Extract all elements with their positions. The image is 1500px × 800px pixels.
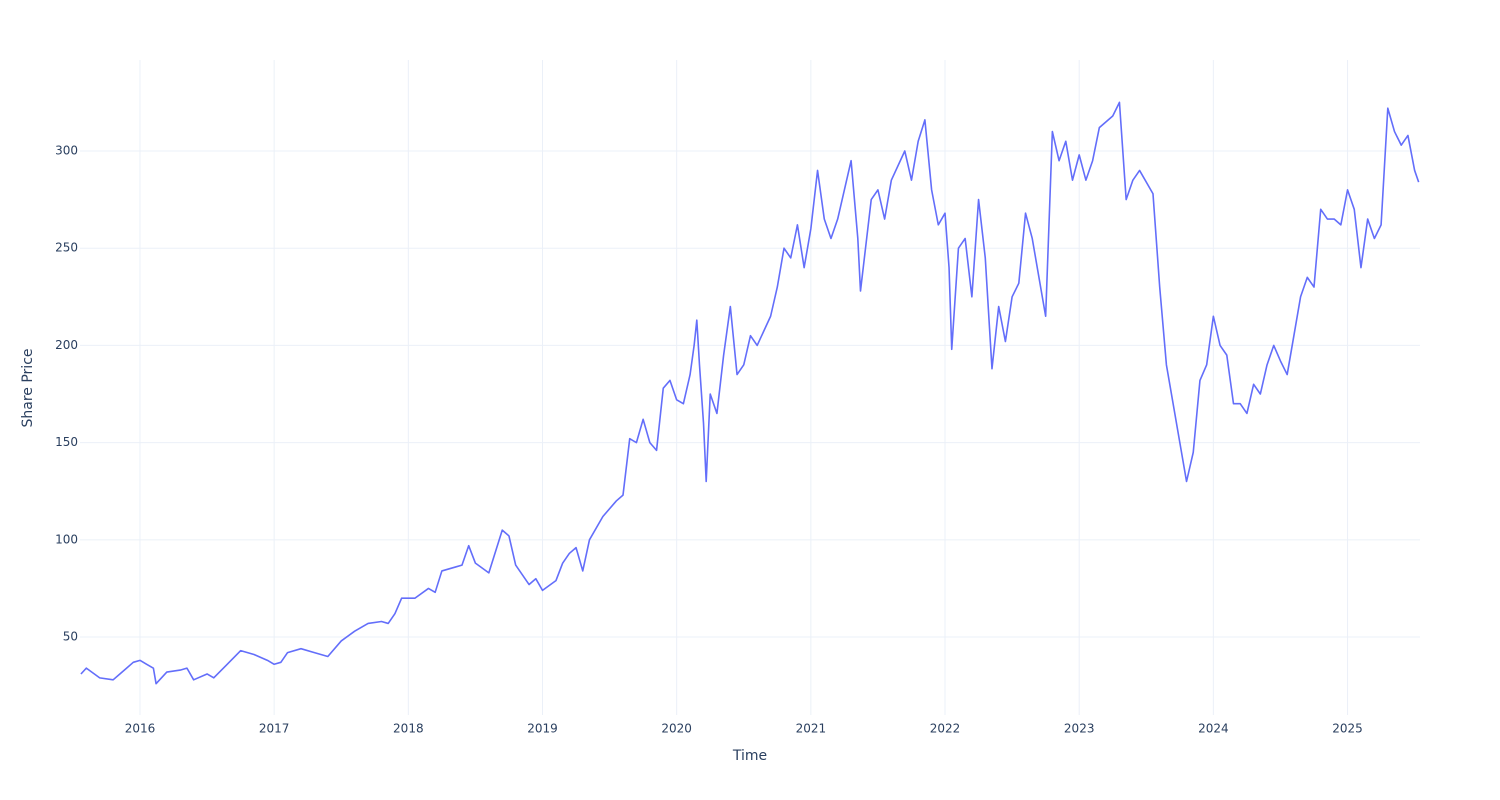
x-tick-label: 2019 bbox=[527, 722, 558, 736]
x-tick-label: 2018 bbox=[393, 722, 424, 736]
x-axis-title: Time bbox=[732, 748, 767, 764]
y-tick-label: 200 bbox=[55, 338, 78, 352]
x-tick-label: 2025 bbox=[1332, 722, 1363, 736]
price-line bbox=[80, 101, 1420, 685]
y-tick-label: 50 bbox=[63, 630, 78, 644]
y-tick-label: 100 bbox=[55, 532, 78, 546]
y-tick-label: 250 bbox=[55, 241, 78, 255]
y-tick-label: 150 bbox=[55, 435, 78, 449]
x-tick-label: 2022 bbox=[930, 722, 961, 736]
x-tick-label: 2016 bbox=[125, 722, 156, 736]
y-axis-title: Share Price bbox=[20, 348, 36, 427]
x-tick-label: 2021 bbox=[796, 722, 827, 736]
x-tick-label: 2020 bbox=[661, 722, 692, 736]
y-tick-label: 300 bbox=[55, 143, 78, 157]
x-tick-label: 2024 bbox=[1198, 722, 1229, 736]
x-tick-label: 2023 bbox=[1064, 722, 1095, 736]
x-tick-label: 2017 bbox=[259, 722, 290, 736]
